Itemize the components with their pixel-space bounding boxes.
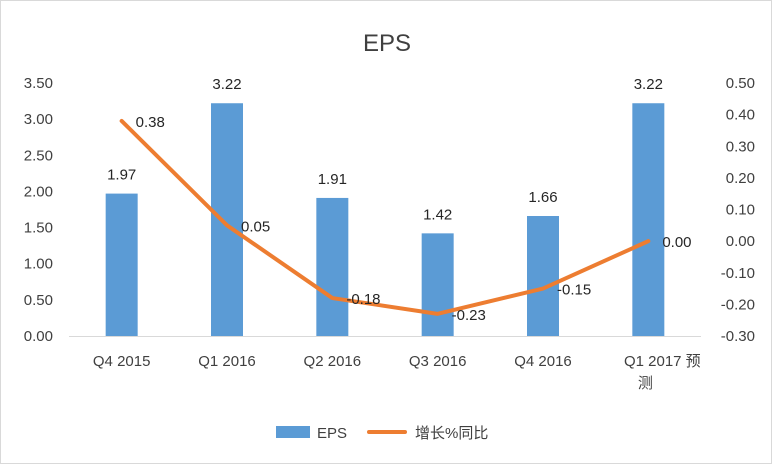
- bar-data-labels: 1.97 3.22 1.91 1.42 1.66 3.22: [107, 76, 663, 223]
- category-label: Q1 2017 预测: [624, 353, 701, 392]
- growth-data-label: 0.38: [136, 114, 165, 131]
- right-tick-label: -0.30: [721, 328, 755, 345]
- category-label: Q4 2016: [514, 353, 572, 370]
- left-tick-label: 3.00: [24, 111, 53, 128]
- category-label: Q3 2016: [409, 353, 467, 370]
- right-tick-label: 0.40: [726, 107, 755, 124]
- category-label: Q2 2016: [304, 353, 362, 370]
- right-tick-label: 0.20: [726, 170, 755, 187]
- right-y-axis: -0.30 -0.20 -0.10 0.00 0.10 0.20 0.30 0.40 0.50: [721, 75, 755, 345]
- left-tick-label: 2.00: [24, 183, 53, 200]
- x-axis-categories: Q4 2015 Q1 2016 Q2 2016 Q3 2016 Q4 2016 Q1 20…: [93, 353, 701, 392]
- category-label: Q1 2016: [198, 353, 256, 370]
- right-tick-label: 0.00: [726, 233, 755, 250]
- eps-bar: [316, 198, 348, 336]
- eps-data-label: 1.97: [107, 167, 136, 184]
- eps-bars: [106, 103, 665, 336]
- chart-title: EPS: [363, 30, 411, 57]
- eps-data-label: 3.22: [212, 76, 241, 93]
- left-tick-label: 1.00: [24, 256, 53, 273]
- eps-bar: [422, 233, 454, 336]
- growth-data-label: -0.18: [346, 291, 380, 308]
- eps-bar: [106, 194, 138, 336]
- growth-data-label: -0.23: [452, 307, 486, 324]
- right-tick-label: 0.50: [726, 75, 755, 92]
- eps-data-label: 1.42: [423, 206, 452, 223]
- legend-growth-label: 增长%同比: [415, 425, 488, 442]
- legend-eps-label: EPS: [317, 425, 347, 442]
- right-tick-label: 0.30: [726, 138, 755, 155]
- left-tick-label: 2.50: [24, 147, 53, 164]
- legend: EPS 增长%同比: [276, 425, 488, 442]
- eps-bar: [211, 103, 243, 336]
- left-tick-label: 0.50: [24, 292, 53, 309]
- left-tick-label: 1.50: [24, 220, 53, 237]
- eps-bar: [527, 216, 559, 336]
- eps-data-label: 3.22: [634, 76, 663, 93]
- right-tick-label: 0.10: [726, 202, 755, 219]
- eps-data-label: 1.66: [528, 189, 557, 206]
- right-tick-label: -0.10: [721, 265, 755, 282]
- legend-eps-swatch: [276, 426, 310, 438]
- left-tick-label: 0.00: [24, 328, 53, 345]
- left-tick-label: 3.50: [24, 75, 53, 92]
- eps-bar: [632, 103, 664, 336]
- growth-data-label: -0.15: [557, 282, 591, 299]
- eps-data-label: 1.91: [318, 171, 347, 188]
- growth-data-label: 0.00: [662, 234, 691, 251]
- category-label: Q4 2015: [93, 353, 151, 370]
- growth-data-label: 0.05: [241, 218, 270, 235]
- right-tick-label: -0.20: [721, 296, 755, 313]
